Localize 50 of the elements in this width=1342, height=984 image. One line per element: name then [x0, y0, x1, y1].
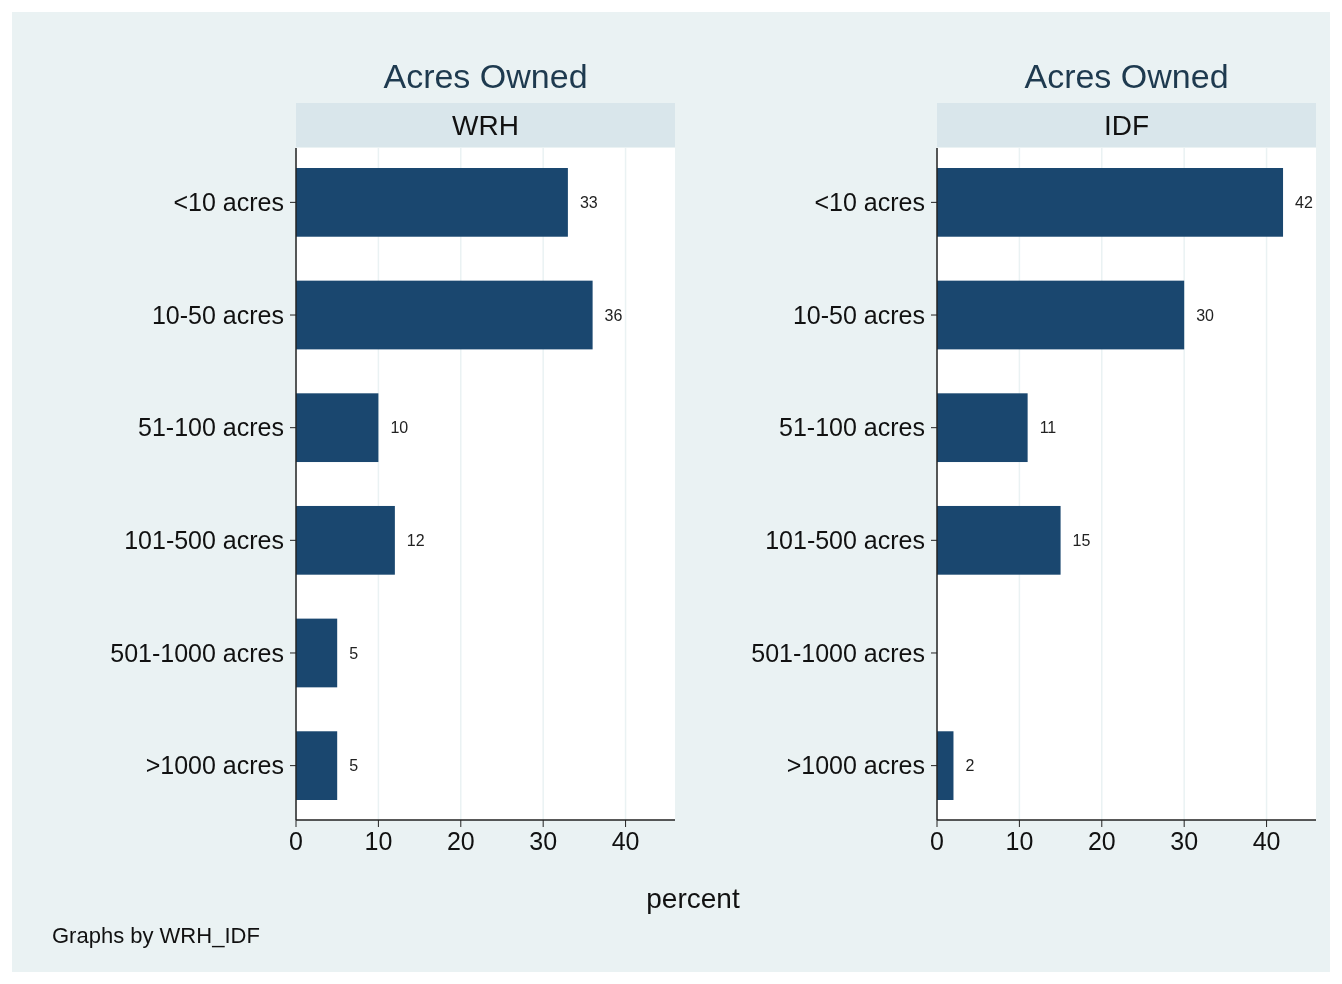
- x-tick-label: 40: [1252, 827, 1281, 855]
- x-tick-label: 10: [1005, 827, 1034, 855]
- bar: [937, 280, 1185, 350]
- data-label: 10: [390, 419, 409, 437]
- data-label: 5: [349, 644, 359, 662]
- y-tick-label: <10 acres: [173, 188, 284, 217]
- y-tick-label: 501-1000 acres: [110, 638, 284, 667]
- x-tick-label: 0: [930, 827, 944, 855]
- bar: [937, 393, 1028, 463]
- x-tick-label: 0: [289, 827, 303, 855]
- bar: [937, 505, 1061, 575]
- y-tick-label: 10-50 acres: [151, 300, 284, 329]
- data-label: 36: [604, 306, 623, 324]
- y-tick-label: <10 acres: [814, 188, 925, 217]
- chart-subtitle: IDF: [1103, 109, 1150, 141]
- data-label: 5: [349, 757, 359, 775]
- x-tick-label: 20: [1087, 827, 1116, 855]
- data-label: 12: [406, 531, 425, 549]
- chart-title: Acres Owned: [1024, 57, 1229, 95]
- x-tick-label: 10: [364, 827, 393, 855]
- y-tick-label: 101-500 acres: [124, 526, 284, 555]
- chart-title: Acres Owned: [383, 57, 588, 95]
- y-tick-label: >1000 acres: [786, 751, 925, 780]
- y-tick-label: 10-50 acres: [792, 300, 925, 329]
- bar: [296, 393, 379, 463]
- x-tick-label: 30: [529, 827, 558, 855]
- y-tick-label: 51-100 acres: [138, 413, 284, 442]
- x-axis-title: percent: [646, 883, 740, 914]
- bar: [296, 280, 593, 350]
- chart-subtitle: WRH: [452, 109, 519, 141]
- data-label: 33: [579, 193, 598, 211]
- bar: [296, 168, 568, 237]
- data-label: 30: [1196, 306, 1215, 324]
- bar: [296, 731, 338, 800]
- bar: [296, 505, 395, 575]
- bar: [296, 618, 338, 688]
- data-label: 15: [1072, 531, 1091, 549]
- bar: [937, 731, 954, 800]
- y-tick-label: 101-500 acres: [765, 526, 925, 555]
- x-tick-label: 40: [611, 827, 640, 855]
- data-label: 11: [1039, 419, 1057, 437]
- bar: [937, 168, 1284, 237]
- y-tick-label: 501-1000 acres: [751, 638, 925, 667]
- data-label: 2: [965, 757, 975, 775]
- x-tick-label: 30: [1170, 827, 1199, 855]
- text: Graphs by WRH_IDF: [52, 923, 260, 948]
- data-label: 42: [1295, 193, 1313, 211]
- y-tick-label: >1000 acres: [145, 751, 284, 780]
- y-tick-label: 51-100 acres: [779, 413, 925, 442]
- x-tick-label: 20: [446, 827, 475, 855]
